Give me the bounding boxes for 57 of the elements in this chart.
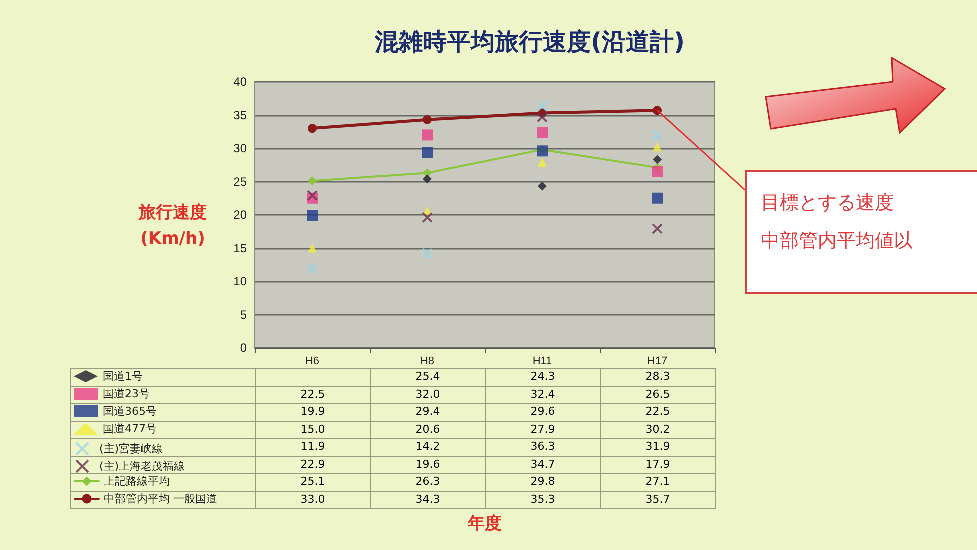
- data-label: 11.9: [256, 438, 370, 456]
- data-label: 29.4: [370, 404, 486, 421]
- x-tick-label: H8: [420, 356, 435, 368]
- y-tick-label: 40: [234, 75, 248, 89]
- text: 中部管内平均値以: [761, 229, 914, 254]
- legend-label: 国道1号: [103, 370, 143, 383]
- legend-label: (主)宮妻峡線: [100, 442, 164, 456]
- legend-label: 国道23号: [103, 388, 150, 400]
- data-label: 35.3: [486, 491, 600, 508]
- data-label: 34.7: [486, 456, 600, 474]
- data-label: 31.9: [600, 438, 716, 456]
- data-label: 32.4: [486, 386, 600, 404]
- data-label: 15.0: [256, 421, 370, 438]
- y-tick-label: 35: [234, 108, 248, 122]
- y-tick-label: 15: [234, 241, 248, 256]
- data-label: 26.3: [370, 474, 486, 491]
- legend-label: 中部管内平均 一般国道: [104, 492, 218, 506]
- data-label: 34.3: [370, 491, 486, 508]
- data-label: 32.0: [370, 386, 486, 404]
- text: 年度: [466, 513, 503, 535]
- y-tick-label: 5: [240, 308, 248, 322]
- data-label: 33.0: [256, 491, 370, 508]
- y-axis-title: 旅行速度 (Km/h): [138, 202, 208, 251]
- data-label: 19.6: [370, 456, 486, 474]
- legend-label: 上記路線平均: [104, 475, 170, 488]
- data-label: 25.1: [256, 474, 370, 491]
- data-label: 22.9: [256, 456, 370, 474]
- data-label: 26.5: [600, 386, 716, 404]
- x-tick-label: H6: [305, 356, 320, 368]
- data-label: 14.2: [370, 438, 486, 456]
- data-label: 20.6: [370, 421, 486, 438]
- data-label: 30.2: [600, 421, 716, 438]
- data-label: 29.6: [486, 404, 600, 421]
- data-label: 35.7: [600, 491, 716, 508]
- legend-label: (主)上海老茂福線: [100, 460, 186, 473]
- data-label: 25.4: [370, 368, 486, 386]
- data-label: 36.3: [486, 438, 600, 456]
- legend-label: 国道365号: [103, 405, 157, 418]
- data-label: 29.8: [486, 474, 600, 491]
- data-label: 27.1: [600, 474, 716, 491]
- chart-title: 混雑時平均旅行速度(沿道計): [374, 27, 686, 58]
- data-label: 17.9: [600, 456, 716, 474]
- data-label: 22.5: [600, 404, 716, 421]
- data-label: 27.9: [486, 421, 600, 438]
- data-label: 24.3: [486, 368, 600, 386]
- data-label: 28.3: [600, 368, 716, 386]
- y-tick-label: 20: [234, 208, 248, 222]
- data-label: 19.9: [256, 404, 370, 421]
- y-tick-label: 30: [234, 142, 248, 156]
- x-tick-label: H17: [647, 356, 668, 368]
- annotation: 目標とする速度: [761, 191, 895, 216]
- y-tick-label: 25: [234, 174, 248, 189]
- data-label: 22.5: [256, 386, 370, 404]
- y-tick-label: 0: [240, 341, 248, 355]
- legend-label: 国道477号: [103, 422, 157, 436]
- y-tick-label: 10: [234, 274, 248, 288]
- x-tick-label: H11: [532, 356, 552, 368]
